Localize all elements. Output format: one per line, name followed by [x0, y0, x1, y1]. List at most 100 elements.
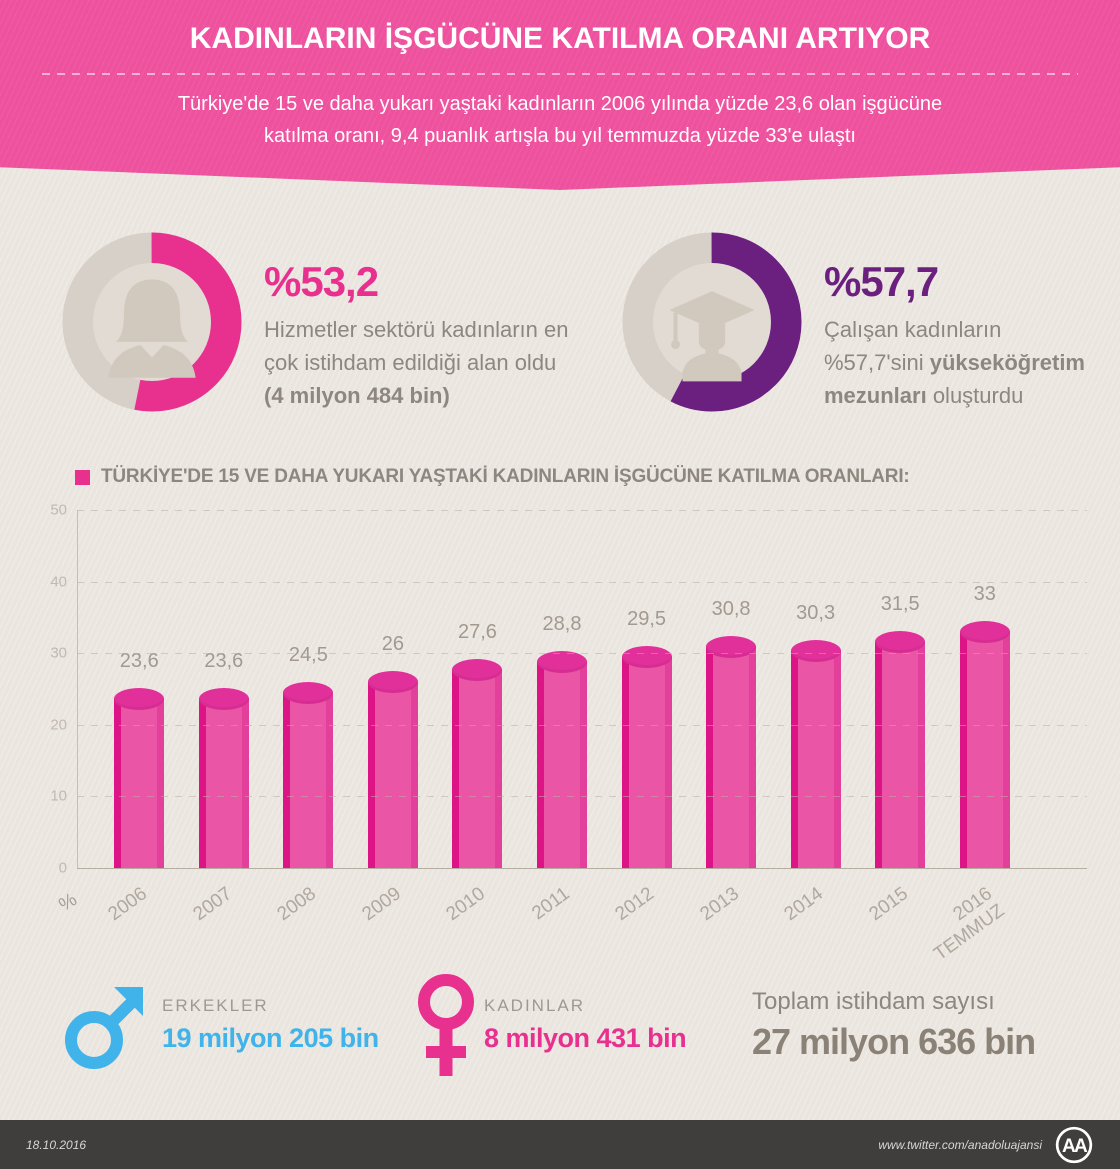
- bar-slot: 26 2009: [351, 508, 436, 925]
- y-tick-label: 20: [50, 716, 67, 734]
- gridline: [77, 796, 1087, 798]
- male-icon: [65, 987, 143, 1069]
- subtitle-line-1: Türkiye'de 15 ve daha yukarı yaştaki kad…: [177, 93, 943, 115]
- bar-slot: 29,5 2012: [604, 508, 689, 925]
- anadolu-agency-logo-icon: AA: [1055, 1126, 1093, 1163]
- bar: [621, 645, 672, 868]
- bar: [959, 620, 1010, 868]
- donut-caption-services: %53,2 Hizmetler sektörü kadınların en çok…: [264, 232, 594, 412]
- stat-total-label: Toplam istihdam sayısı: [752, 988, 995, 1015]
- bar-value-label: 30,8: [711, 598, 751, 621]
- employment-stats-row: ERKEKLER 19 milyon 205 bin KADINLAR 8 mi…: [0, 966, 1120, 1116]
- desc-line: (4 milyon 484 bin): [264, 383, 450, 408]
- donut-arc-purple: [622, 232, 802, 412]
- bar-year-label: 2011: [528, 883, 574, 925]
- donut-chart-services-sector: [62, 232, 242, 412]
- bar-value-label: 26: [381, 632, 405, 655]
- stat-women-texts: KADINLAR 8 milyon 431 bin: [484, 974, 687, 1054]
- bar-value-label: 33: [973, 582, 996, 605]
- bar-value-label: 24,5: [288, 643, 328, 666]
- stat-men-texts: ERKEKLER 19 milyon 205 bin: [162, 974, 379, 1054]
- footer-twitter-url: www.twitter.com/anadoluajansi: [878, 1137, 1042, 1152]
- bar-value-label: 28,8: [542, 612, 582, 635]
- donut-group-services: %53,2 Hizmetler sektörü kadınların en çok…: [62, 232, 594, 412]
- bar-slot: 30,8 2013: [689, 508, 774, 925]
- donut-desc-services: Hizmetler sektörü kadınların en çok istih…: [264, 313, 594, 412]
- bar-year-label: 2016 TEMMUZ: [930, 883, 1009, 965]
- footer-date: 18.10.2016: [26, 1137, 87, 1152]
- donut-desc-education: Çalışan kadınların %57,7'sini yükseköğret…: [824, 313, 1120, 412]
- bar: [283, 681, 334, 868]
- y-tick-label: 50: [50, 501, 67, 519]
- stat-men: ERKEKLER 19 milyon 205 bin: [62, 974, 379, 1074]
- businesswoman-icon: [108, 279, 196, 378]
- bar-year-label: 2012: [611, 883, 659, 926]
- donut-value-services: %53,2: [264, 258, 379, 305]
- subtitle-line-2: katılma oranı, 9,4 puanlık artışla bu yı…: [264, 125, 856, 148]
- y-tick-label: 0: [58, 859, 67, 877]
- bar: [114, 688, 165, 868]
- donut-charts-row: %53,2 Hizmetler sektörü kadınların en çok…: [0, 190, 1120, 412]
- footer-bar: 18.10.2016 www.twitter.com/anadoluajansi…: [0, 1120, 1120, 1169]
- desc-line: Hizmetler sektörü kadınların en: [264, 317, 569, 342]
- y-axis-unit-label: %: [55, 889, 81, 916]
- donut-chart-higher-education: [622, 232, 802, 412]
- y-tick-label: 40: [50, 573, 67, 591]
- stat-women-value: 8 milyon 431 bin: [484, 1023, 687, 1053]
- donut-caption-education: %57,7 Çalışan kadınların %57,7'sini yükse…: [824, 232, 1120, 412]
- bar: [706, 636, 757, 868]
- graduate-icon: [669, 291, 755, 382]
- bar-chart: 23,6 2006 23,6 2007 24,5 2008 26 2009 27,6 2010 28…: [0, 494, 1120, 965]
- bar-value-label: 29,5: [627, 607, 667, 630]
- desc-line: Çalışan kadınların: [824, 317, 1002, 342]
- bar: [537, 650, 587, 868]
- bar-slot: 27,6 2010: [435, 508, 520, 925]
- gridline: [77, 510, 1087, 511]
- gridline: [77, 581, 1087, 583]
- bar-year-label: 2014: [780, 883, 828, 926]
- header-banner: KADINLARIN İŞGÜCÜNE KATILMA ORANI ARTIYO…: [0, 0, 1120, 190]
- donut-value-education: %57,7: [824, 258, 939, 305]
- bar-year-label: 2015: [865, 883, 912, 926]
- bar-year-label: 2009: [358, 883, 405, 926]
- bar-year-label: 2006: [104, 883, 152, 926]
- y-tick-label: 10: [50, 787, 67, 805]
- bar-slot: 31,5 2015: [858, 508, 943, 925]
- bar: [367, 670, 418, 868]
- stat-women: KADINLAR 8 milyon 431 bin: [416, 974, 687, 1082]
- stat-men-value: 19 milyon 205 bin: [162, 1023, 379, 1053]
- bar-slot: 33 2016 TEMMUZ: [931, 508, 1027, 965]
- bar-slot: 23,6 2006: [97, 508, 182, 925]
- bar-year-label: 2008: [273, 883, 321, 926]
- bar-value-label: 23,6: [119, 650, 159, 673]
- bar-value-label: 27,6: [457, 621, 497, 644]
- stat-women-label: KADINLAR: [484, 996, 586, 1015]
- bar: [452, 659, 503, 868]
- header-subtitle: Türkiye'de 15 ve daha yukarı yaştaki kad…: [0, 88, 1120, 153]
- x-axis-baseline: [77, 868, 1087, 869]
- stat-men-label: ERKEKLER: [162, 996, 269, 1015]
- bar-value-label: 23,6: [204, 650, 244, 673]
- donut-arc-pink: [62, 232, 242, 412]
- bar-year-label: 2007: [189, 883, 236, 926]
- y-tick-label: 30: [50, 644, 67, 662]
- bar-chart-plot-area: 23,6 2006 23,6 2007 24,5 2008 26 2009 27,6 2010 28…: [50, 502, 1087, 965]
- bar-slot: 23,6 2007: [182, 508, 267, 925]
- dashed-divider: [42, 73, 1078, 75]
- bars-container: 23,6 2006 23,6 2007 24,5 2008 26 2009 27,6 2010 28…: [97, 508, 1027, 965]
- bar-slot: 24,5 2008: [266, 508, 351, 925]
- bar-slot: 30,3 2014: [773, 508, 858, 925]
- bar-year-label: 2010: [442, 883, 490, 926]
- female-icon: [418, 974, 474, 1076]
- stat-total: Toplam istihdam sayısı 27 milyon 636 bin: [752, 988, 1036, 1063]
- chart-section-header: TÜRKİYE'DE 15 VE DAHA YUKARI YAŞTAKİ KAD…: [75, 466, 1120, 488]
- donut-group-education: %57,7 Çalışan kadınların %57,7'sini yükse…: [622, 232, 1120, 412]
- desc-line: mezunları oluşturdu: [824, 383, 1024, 408]
- gridline: [77, 653, 1087, 655]
- footer-right: www.twitter.com/anadoluajansi AA: [878, 1125, 1094, 1165]
- bar-value-label: 30,3: [796, 602, 836, 625]
- bar: [198, 688, 249, 868]
- bar: [790, 640, 841, 868]
- page-title: KADINLARIN İŞGÜCÜNE KATILMA ORANI ARTIYO…: [189, 22, 931, 55]
